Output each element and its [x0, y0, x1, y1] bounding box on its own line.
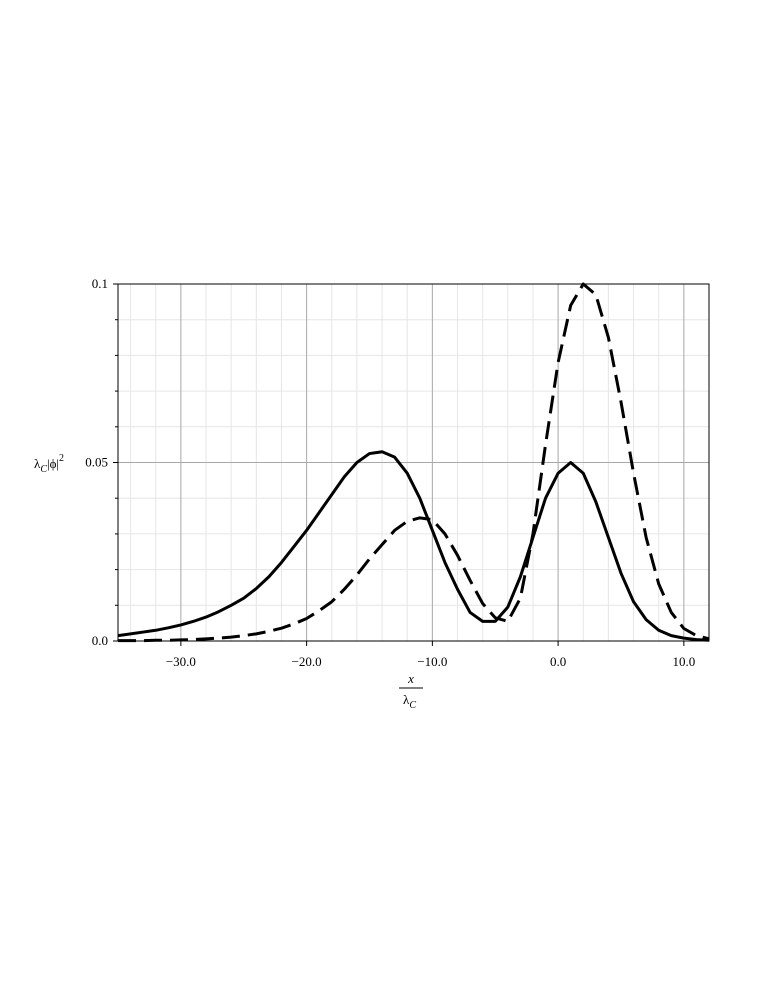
x-label-denominator: λC [403, 692, 416, 711]
y-label-part: |ϕ| [47, 456, 59, 471]
y-label-sup: 2 [59, 453, 64, 464]
x-tick-label: −30.0 [166, 654, 196, 669]
x-label-part: λ [403, 692, 410, 707]
x-tick-label: −10.0 [417, 654, 447, 669]
y-label-part: λ [34, 456, 41, 471]
x-label-sub: C [409, 700, 416, 711]
line-series [117, 450, 710, 642]
y-tick-label: 0.0 [92, 633, 108, 648]
plot-frame [117, 283, 710, 642]
x-tick-label: −20.0 [292, 654, 322, 669]
y-tick-label: 0.1 [92, 276, 108, 291]
x-label-numerator: x [407, 671, 414, 686]
y-axis-label: λC|ϕ|2 [34, 453, 64, 475]
y-label-sub: C [40, 464, 47, 475]
line-series [118, 282, 710, 643]
x-tick-label: 10.0 [672, 654, 695, 669]
y-tick-label: 0.05 [85, 455, 108, 470]
x-tick-label: 0.0 [550, 654, 566, 669]
